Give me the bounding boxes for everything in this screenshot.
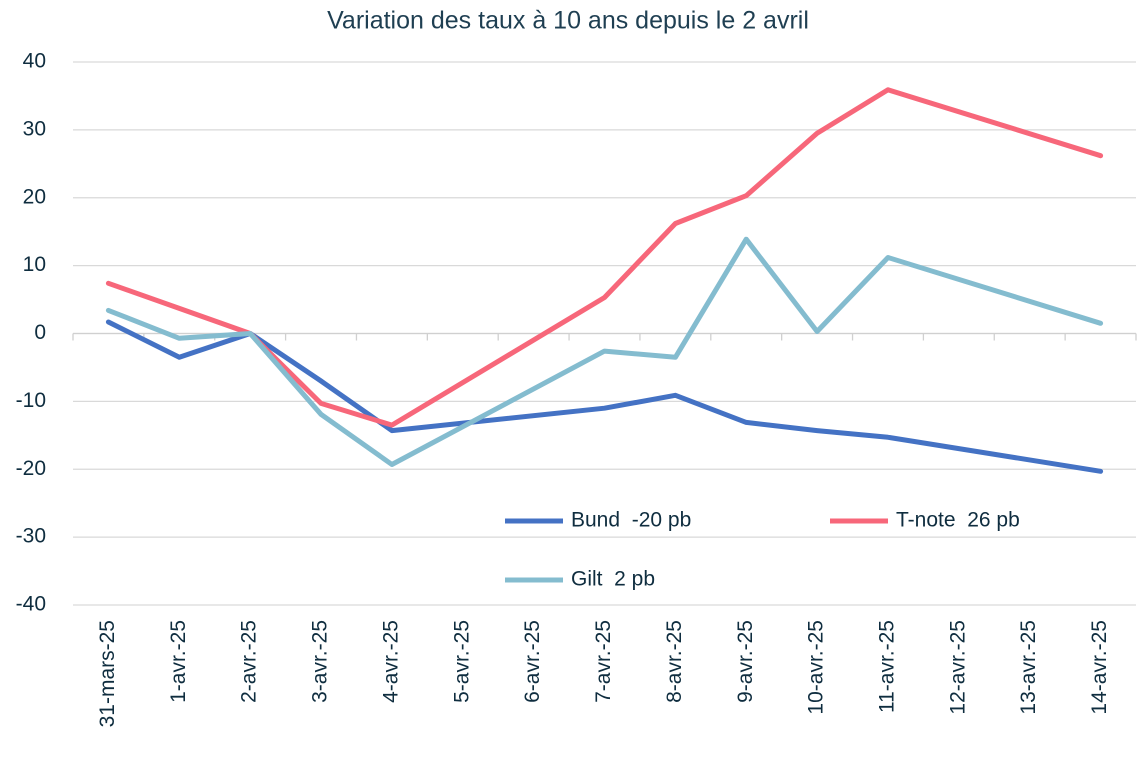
x-tick-label: 10-avr.-25 bbox=[805, 620, 828, 715]
line-series bbox=[105, 87, 1104, 428]
line-series bbox=[105, 236, 1104, 467]
y-tick-label: 40 bbox=[23, 50, 46, 73]
y-tick-label: 30 bbox=[23, 117, 46, 140]
x-tick-label: 5-avr.-25 bbox=[450, 620, 473, 703]
line-series bbox=[105, 319, 1104, 474]
x-tick-label: 14-avr.-25 bbox=[1088, 620, 1111, 715]
x-tick-label: 4-avr.-25 bbox=[379, 620, 402, 703]
x-tick-label: 7-avr.-25 bbox=[592, 620, 615, 703]
x-tick-label: 1-avr.-25 bbox=[167, 620, 190, 703]
y-tick-label: 20 bbox=[23, 185, 46, 208]
chart-title: Variation des taux à 10 ans depuis le 2 … bbox=[327, 7, 809, 35]
x-tick-label: 13-avr.-25 bbox=[1017, 620, 1040, 715]
y-tick-label: 0 bbox=[34, 321, 46, 344]
legend-label: Gilt 2 pb bbox=[571, 568, 655, 591]
x-tick-label: 6-avr.-25 bbox=[521, 620, 544, 703]
x-tick-label: 8-avr.-25 bbox=[663, 620, 686, 703]
x-tick-label: 31-mars-25 bbox=[96, 620, 119, 727]
y-tick-label: -20 bbox=[16, 457, 46, 480]
x-tick-label: 11-avr.-25 bbox=[876, 620, 899, 713]
y-tick-label: -10 bbox=[16, 389, 46, 412]
x-tick-label: 2-avr.-25 bbox=[238, 620, 261, 703]
y-tick-label: 10 bbox=[23, 253, 46, 276]
y-tick-label: -30 bbox=[16, 525, 46, 548]
legend-label: Bund -20 pb bbox=[571, 509, 691, 532]
x-tick-label: 3-avr.-25 bbox=[309, 620, 332, 703]
x-tick-label: 9-avr.-25 bbox=[734, 620, 757, 703]
legend-label: T-note 26 pb bbox=[896, 509, 1020, 532]
x-tick-label: 12-avr.-25 bbox=[946, 620, 969, 715]
y-tick-label: -40 bbox=[16, 593, 46, 616]
